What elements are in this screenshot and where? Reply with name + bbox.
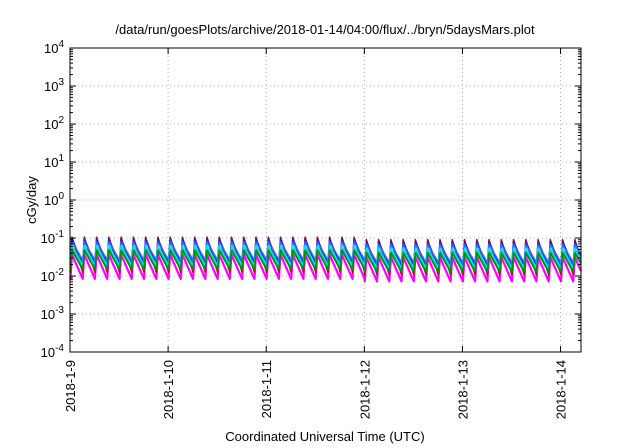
grid [70,48,581,352]
series-line [69,241,582,264]
x-tick-label: 2018-1-12 [357,360,372,419]
x-axis-label: Coordinated Universal Time (UTC) [225,429,424,444]
y-tick-label: 101 [44,153,64,170]
y-tick-label: 100 [44,191,64,208]
y-tick-label: 10-2 [41,267,65,284]
series-line [69,249,582,274]
y-axis-label: cGy/day [24,176,39,224]
y-tick-label: 102 [44,115,64,132]
series-line [69,244,582,269]
x-tick-label: 2018-1-13 [455,360,470,419]
chart-title: /data/run/goesPlots/archive/2018-01-14/0… [115,22,535,37]
y-tick-label: 10-3 [41,305,65,322]
y-tick-label: 10-4 [41,343,65,360]
y-tick-label: 10-1 [41,229,65,246]
x-tick-label: 2018-1-9 [63,360,78,412]
x-tick-label: 2018-1-10 [161,360,176,419]
y-tick-label: 104 [44,39,64,56]
x-tick-label: 2018-1-11 [259,360,274,418]
axis-ticks: 10-4 10-3 10-2 10-1 100 101 102 103 104 2018-1-9 2… [41,39,581,419]
series-line [68,253,583,283]
series-group [68,236,583,283]
x-tick-label: 2018-1-14 [554,360,569,419]
y-tick-label: 103 [44,77,64,94]
